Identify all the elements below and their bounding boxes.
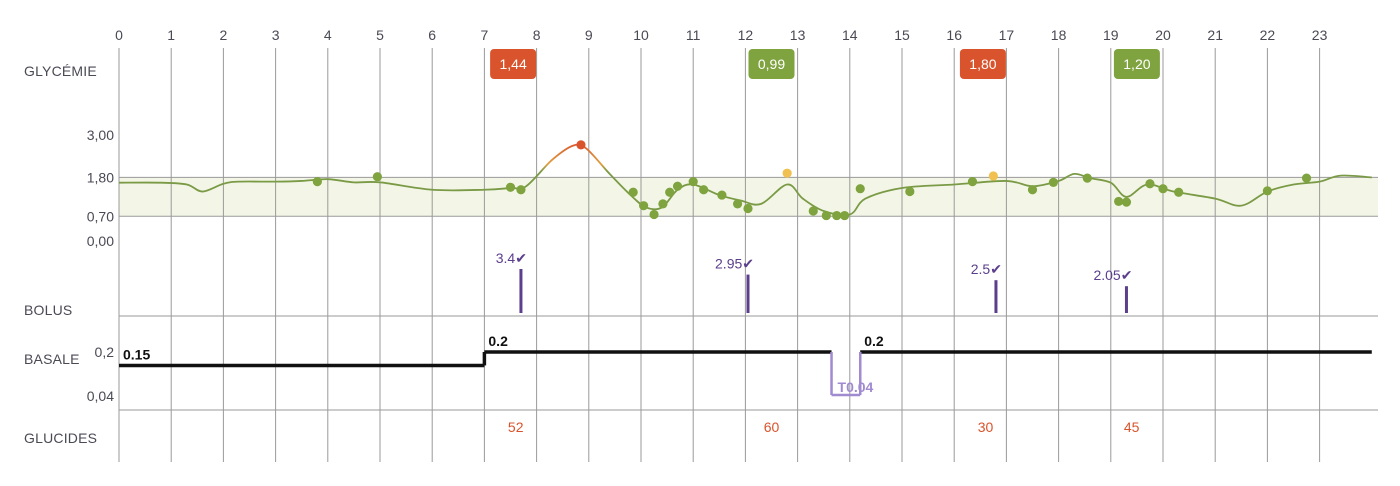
glycemia-y-tick-label: 0,70 — [87, 208, 114, 224]
glucose-reading-dot — [905, 186, 915, 197]
hba-badge: 1,44 — [490, 49, 537, 79]
glucose-reading-dot — [717, 190, 727, 200]
basal-rate-label: 0.15 — [123, 346, 150, 362]
bolus-value-label: 3.4✔ — [496, 250, 527, 266]
temp-basal-label: T0.04 — [838, 379, 874, 395]
glucose-reading-dot — [665, 187, 675, 197]
x-tick-label: 1 — [167, 27, 175, 43]
glucose-reading-dot — [628, 187, 638, 197]
glucose-reading-dot — [967, 177, 978, 187]
bolus-value-label: 2.05✔ — [1093, 267, 1132, 283]
carbs-value: 45 — [1124, 419, 1140, 435]
x-tick-label: 15 — [894, 27, 910, 43]
glucose-reading-dot — [372, 172, 382, 182]
bolus-value-label: 2.95✔ — [715, 256, 754, 272]
glucose-reading-dot — [988, 171, 998, 181]
glucose-reading-dot — [312, 177, 322, 187]
x-tick-label: 17 — [999, 27, 1015, 43]
glucose-reading-dot — [1121, 197, 1132, 207]
glycemia-row-label: GLYCÉMIE — [24, 63, 97, 79]
glucose-reading-dot — [672, 181, 683, 191]
hba-badge: 0,99 — [748, 49, 795, 79]
basal-rate-label: 0.2 — [488, 333, 508, 349]
badge-label: 1,80 — [969, 56, 996, 72]
glucose-reading-dot — [1048, 177, 1058, 187]
glucose-reading-dot — [699, 185, 709, 195]
hba-badge: 1,20 — [1113, 49, 1160, 79]
basal-rate-label: 0.2 — [864, 333, 884, 349]
x-tick-label: 23 — [1312, 27, 1328, 43]
x-tick-label: 10 — [633, 27, 649, 43]
glucose-reading-dot — [782, 168, 792, 178]
x-tick-label: 11 — [686, 27, 701, 43]
glucose-reading-dot — [1301, 173, 1312, 183]
x-tick-label: 7 — [481, 27, 489, 43]
hba-badge: 1,80 — [959, 49, 1006, 79]
glucose-reading-dot — [808, 206, 818, 216]
glucose-reading-dot — [639, 201, 649, 211]
carbs-value: 60 — [764, 419, 780, 435]
glucose-reading-dot — [821, 210, 831, 221]
basal-row-label: BASALE — [24, 351, 80, 367]
glucose-reading-dot — [505, 182, 516, 192]
glycemia-y-tick-label: 0,00 — [87, 233, 114, 249]
badge-label: 0,99 — [758, 56, 785, 72]
x-tick-label: 19 — [1103, 27, 1119, 43]
x-tick-label: 2 — [220, 27, 228, 43]
glucose-reading-dot — [1262, 186, 1272, 196]
x-tick-label: 22 — [1260, 27, 1276, 43]
glucose-reading-dot — [516, 185, 526, 195]
x-tick-label: 16 — [946, 27, 962, 43]
glucose-reading-dot — [1114, 196, 1124, 207]
x-tick-label: 0 — [115, 27, 123, 43]
glucose-reading-dot — [1027, 185, 1038, 195]
x-tick-label: 5 — [376, 27, 384, 43]
glucose-reading-dot — [732, 199, 743, 209]
glucose-reading-dot — [1082, 173, 1092, 183]
x-tick-label: 8 — [533, 27, 541, 43]
glucose-reading-dot — [743, 203, 753, 214]
x-tick-label: 21 — [1207, 27, 1223, 43]
basal-y-tick-label: 0,04 — [87, 388, 114, 404]
badge-label: 1,20 — [1123, 56, 1150, 72]
glucose-reading-dot — [855, 184, 865, 194]
glucose-curve — [118, 143, 1372, 217]
basal-y-tick-label: 0,2 — [95, 344, 115, 360]
badge-label: 1,44 — [499, 56, 526, 72]
glycemia-y-tick-label: 3,00 — [87, 127, 114, 143]
x-tick-label: 13 — [790, 27, 806, 43]
x-tick-label: 18 — [1051, 27, 1067, 43]
badge-background — [1113, 49, 1160, 79]
glucose-reading-dot — [649, 209, 659, 220]
glucose-reading-dot — [576, 140, 586, 150]
x-tick-label: 12 — [738, 27, 754, 43]
glucose-reading-dot — [1158, 184, 1168, 194]
x-tick-label: 3 — [272, 27, 280, 43]
glucose-reading-dot — [658, 199, 668, 209]
carbs-value: 30 — [978, 419, 994, 435]
x-tick-label: 14 — [842, 27, 858, 43]
badge-background — [748, 49, 795, 79]
badge-background — [490, 49, 537, 79]
bolus-value-label: 2.5✔ — [971, 261, 1002, 277]
carbs-value: 52 — [508, 419, 524, 435]
x-tick-label: 6 — [428, 27, 436, 43]
x-tick-label: 20 — [1155, 27, 1171, 43]
carbs-row-label: GLUCIDES — [24, 430, 98, 446]
glycemia-y-tick-label: 1,80 — [87, 169, 114, 185]
glucose-reading-dot — [839, 210, 850, 221]
x-tick-label: 9 — [585, 27, 593, 43]
glucose-reading-dot — [1145, 179, 1155, 189]
glucose-reading-dot — [688, 177, 698, 187]
glucose-reading-dot — [1174, 187, 1184, 197]
glucose-reading-dot — [832, 210, 842, 221]
bolus-row-label: BOLUS — [24, 302, 73, 318]
x-tick-label: 4 — [324, 27, 332, 43]
badge-background — [959, 49, 1006, 79]
